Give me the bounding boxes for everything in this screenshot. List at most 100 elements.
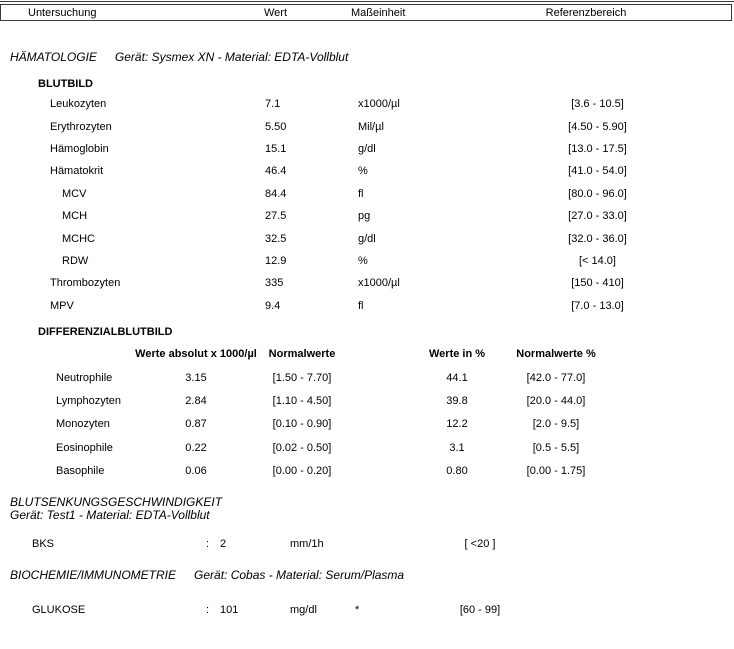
differential-table: Neutrophile 3.15 [1.50 - 7.70] 44.1 [42.… [0, 366, 734, 482]
table-row-glukose: GLUKOSE : 101 mg/dl * [60 - 99] [0, 603, 734, 617]
table-row-thrombozyten: Thrombozyten 335 x1000/µl [150 - 410] [0, 272, 734, 294]
diff-column-pct: Werte in % [428, 348, 486, 360]
analyte-name: BKS [32, 538, 55, 550]
section-title-hematology: HÄMATOLOGIE [10, 50, 97, 64]
diff-column-abs: Werte absolut x 1000/µl [135, 348, 257, 360]
table-row-mpv: MPV 9.4 fl [7.0 - 13.0] [0, 295, 734, 317]
analyte-percent-value: 0.80 [446, 464, 468, 477]
analyte-value: 101 [220, 604, 239, 616]
analyte-percent-value: 39.8 [446, 394, 468, 407]
section-heading-bsg: BLUTSENKUNGSGESCHWINDIGKEIT Gerät: Test1… [10, 496, 222, 522]
analyte-value: 9.4 [265, 299, 281, 312]
analyte-reference-range: [7.0 - 13.0] [571, 299, 624, 312]
analyte-name: Eosinophile [56, 441, 113, 454]
table-row-mcv: MCV 84.4 fl [80.0 - 96.0] [0, 183, 734, 205]
analyte-percent-range: [0.00 - 1.75] [526, 464, 586, 477]
table-row-neutrophile: Neutrophile 3.15 [1.50 - 7.70] 44.1 [42.… [0, 366, 734, 389]
analyte-value: 84.4 [265, 187, 287, 200]
diff-column-norm: Normalwerte [268, 348, 336, 360]
value-separator: : [206, 538, 210, 550]
analyte-value: 46.4 [265, 165, 287, 178]
table-row-mchc: MCHC 32.5 g/dl [32.0 - 36.0] [0, 227, 734, 249]
analyte-name: MCV [62, 187, 87, 200]
analyte-percent-range: [42.0 - 77.0] [526, 371, 586, 384]
analyte-name: MCHC [62, 232, 95, 245]
analyte-value: 32.5 [265, 232, 287, 245]
table-row-lymphozyten: Lymphozyten 2.84 [1.10 - 4.50] 39.8 [20.… [0, 389, 734, 412]
analyte-name: RDW [62, 254, 89, 267]
analyte-name: Hämatokrit [50, 165, 104, 178]
analyte-percent-value: 3.1 [449, 441, 465, 454]
analyte-unit: g/dl [358, 142, 376, 155]
section-device-info-hematology: Gerät: Sysmex XN - Material: EDTA-Vollbl… [114, 50, 349, 64]
analyte-reference-range: [41.0 - 54.0] [568, 165, 627, 178]
section-heading-hematology: HÄMATOLOGIE Gerät: Sysmex XN - Material: … [10, 51, 348, 64]
group-title-differenzialblutbild: DIFFERENZIALBLUTBILD [38, 326, 173, 338]
analyte-reference-range: [< 14.0] [578, 254, 616, 267]
analyte-normal-range: [0.10 - 0.90] [272, 418, 332, 431]
analyte-name: Erythrozyten [50, 120, 112, 133]
table-row-mch: MCH 27.5 pg [27.0 - 33.0] [0, 205, 734, 227]
analyte-unit: fl [358, 187, 364, 200]
analyte-percent-value: 12.2 [446, 418, 468, 431]
header-top-rule [0, 1, 734, 2]
analyte-unit: pg [358, 210, 371, 223]
analyte-absolute-value: 0.22 [185, 441, 207, 454]
section-device-info-bsg: Gerät: Test1 - Material: EDTA-Vollblut [10, 508, 210, 522]
analyte-reference-range: [150 - 410] [571, 277, 624, 290]
analyte-percent-range: [0.5 - 5.5] [532, 441, 580, 454]
differential-column-headers: Werte absolut x 1000/µl Normalwerte Wert… [0, 347, 734, 361]
analyte-name: GLUKOSE [32, 604, 86, 616]
analyte-name: Thrombozyten [50, 277, 121, 290]
analyte-value: 335 [265, 277, 284, 290]
analyte-reference-range: [13.0 - 17.5] [568, 142, 627, 155]
analyte-percent-value: 44.1 [446, 371, 468, 384]
column-header-row: Untersuchung Wert Maßeinheit Referenzber… [0, 4, 732, 21]
blutbild-table: Leukozyten 7.1 x1000/µl [3.6 - 10.5] Ery… [0, 93, 734, 317]
analyte-normal-range: [1.10 - 4.50] [272, 394, 332, 407]
table-row-haematokrit: Hämatokrit 46.4 % [41.0 - 54.0] [0, 160, 734, 182]
table-row-eosinophile: Eosinophile 0.22 [0.02 - 0.50] 3.1 [0.5 … [0, 436, 734, 459]
column-header-untersuchung: Untersuchung [28, 7, 97, 19]
analyte-unit: g/dl [358, 232, 376, 245]
analyte-value: 15.1 [265, 142, 287, 155]
analyte-unit: mm/1h [290, 538, 324, 550]
analyte-name: MCH [62, 210, 88, 223]
analyte-name: Neutrophile [56, 371, 113, 384]
analyte-unit: mg/dl [290, 604, 317, 616]
section-device-info-biochemistry: Gerät: Cobas - Material: Serum/Plasma [194, 568, 405, 582]
analyte-percent-range: [2.0 - 9.5] [532, 418, 580, 431]
analyte-value: 12.9 [265, 254, 287, 267]
analyte-reference-range: [32.0 - 36.0] [568, 232, 627, 245]
analyte-absolute-value: 2.84 [185, 394, 207, 407]
table-row-rdw: RDW 12.9 % [< 14.0] [0, 250, 734, 272]
section-title-biochemistry: BIOCHEMIE/IMMUNOMETRIE [10, 568, 177, 582]
analyte-unit: x1000/µl [358, 98, 400, 111]
table-row-basophile: Basophile 0.06 [0.00 - 0.20] 0.80 [0.00 … [0, 459, 734, 482]
analyte-unit: fl [358, 299, 364, 312]
analyte-name: Leukozyten [50, 98, 107, 111]
analyte-absolute-value: 0.06 [185, 464, 207, 477]
analyte-unit: Mil/µl [358, 120, 384, 133]
analyte-reference-range: [60 - 99] [459, 604, 501, 616]
analyte-reference-range: [3.6 - 10.5] [571, 98, 624, 111]
abnormal-flag: * [355, 604, 360, 616]
column-header-masseinheit: Maßeinheit [351, 7, 406, 19]
analyte-absolute-value: 3.15 [185, 371, 207, 384]
analyte-percent-range: [20.0 - 44.0] [526, 394, 586, 407]
analyte-reference-range: [80.0 - 96.0] [568, 187, 627, 200]
column-header-wert: Wert [264, 7, 288, 19]
analyte-reference-range: [ <20 ] [464, 538, 496, 550]
section-title-bsg: BLUTSENKUNGSGESCHWINDIGKEIT [10, 495, 223, 509]
analyte-normal-range: [1.50 - 7.70] [272, 371, 332, 384]
analyte-absolute-value: 0.87 [185, 418, 207, 431]
analyte-value: 2 [220, 538, 227, 550]
analyte-name: MPV [50, 299, 74, 312]
table-row-erythrozyten: Erythrozyten 5.50 Mil/µl [4.50 - 5.90] [0, 115, 734, 137]
analyte-value: 27.5 [265, 210, 287, 223]
column-header-referenzbereich: Referenzbereich [545, 7, 627, 19]
analyte-unit: % [358, 165, 368, 178]
table-row-leukozyten: Leukozyten 7.1 x1000/µl [3.6 - 10.5] [0, 93, 734, 115]
section-heading-biochemistry: BIOCHEMIE/IMMUNOMETRIE Gerät: Cobas - Mat… [10, 569, 404, 582]
